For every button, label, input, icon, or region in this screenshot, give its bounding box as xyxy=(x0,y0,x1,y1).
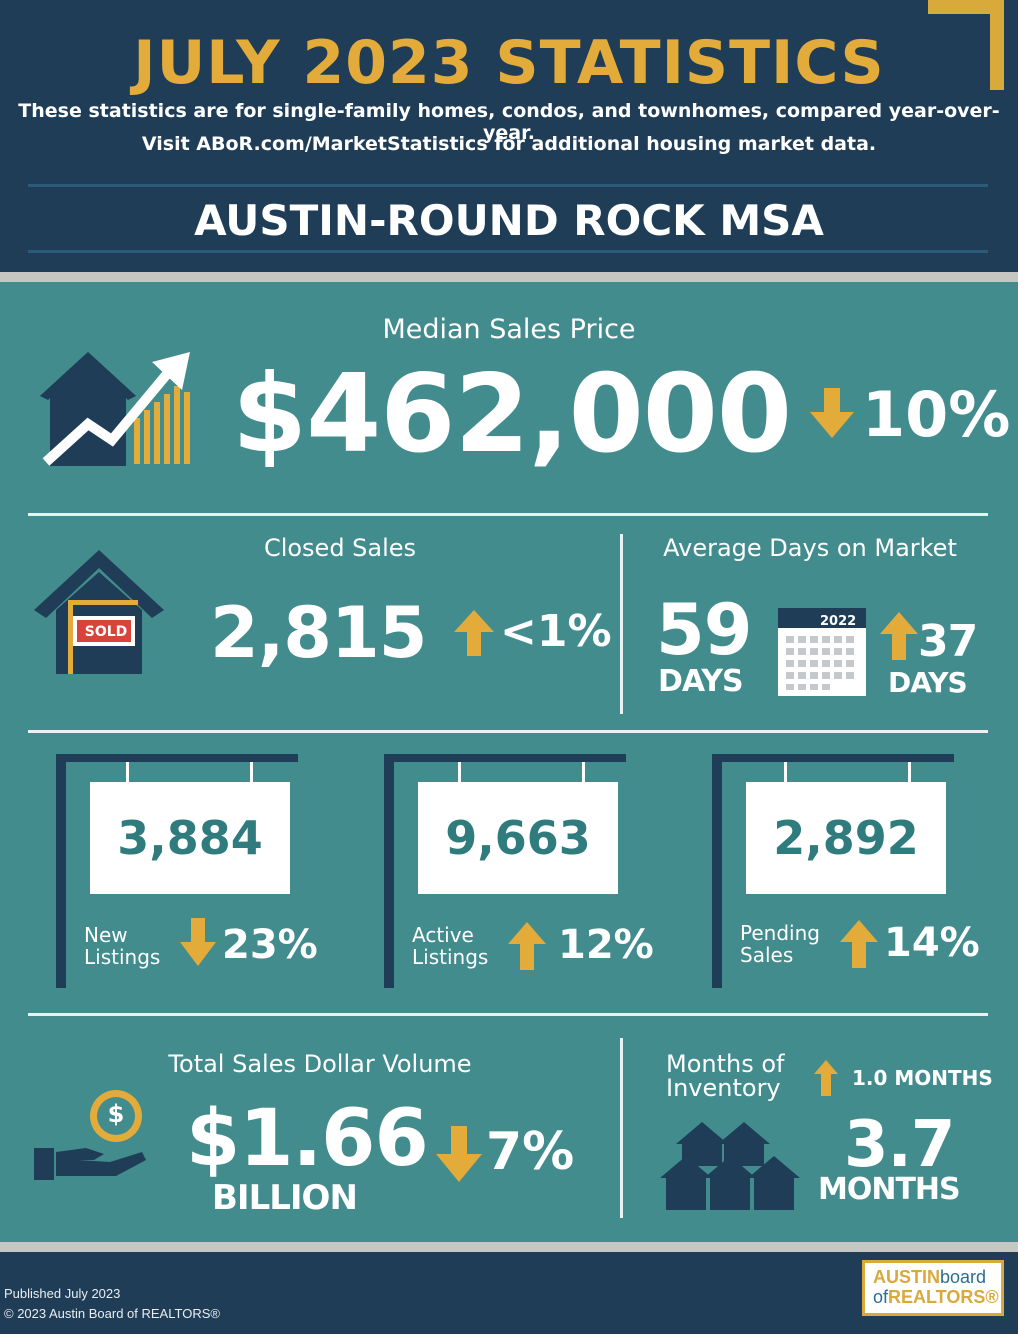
volume-label: Total Sales Dollar Volume xyxy=(168,1050,472,1078)
gray-band-top xyxy=(0,272,1018,282)
active-listings-label-2: Listings xyxy=(412,945,489,969)
sign-post xyxy=(712,754,722,988)
arrow-down-icon xyxy=(810,388,854,438)
arrow-up-icon xyxy=(454,610,494,656)
active-listings-label-1: Active xyxy=(412,923,474,947)
calendar-icon xyxy=(778,608,866,696)
pending-sales-value: 2,892 xyxy=(746,782,946,894)
closed-sales-change: <1% xyxy=(500,606,612,657)
logo-text-of: of xyxy=(873,1287,889,1307)
median-price-label: Median Sales Price xyxy=(382,314,636,345)
arrow-up-icon xyxy=(840,920,878,968)
new-listings-value: 3,884 xyxy=(90,782,290,894)
days-on-market-change-unit: DAYS xyxy=(888,666,968,699)
pending-sales-change: 14% xyxy=(884,920,980,966)
median-price-value: $462,000 xyxy=(232,352,792,477)
vertical-divider-2 xyxy=(620,1038,623,1218)
active-listings-value: 9,663 xyxy=(418,782,618,894)
days-on-market-change: 37 xyxy=(918,616,978,667)
abor-logo: AUSTINboard ofREALTORS® xyxy=(862,1260,1004,1316)
sign-post xyxy=(56,754,66,988)
sign-rope xyxy=(908,762,911,782)
volume-change: 7% xyxy=(486,1122,575,1182)
subtitle-line-1: These statistics are for single-family h… xyxy=(18,100,1000,144)
days-on-market-unit: DAYS xyxy=(658,664,744,699)
sign-rope xyxy=(126,762,129,782)
logo-text-austin: AUSTIN xyxy=(873,1267,940,1287)
published-date: Published July 2023 xyxy=(4,1286,121,1301)
sold-house-icon xyxy=(34,550,164,674)
sold-sign-text: SOLD xyxy=(84,624,128,640)
sign-rope xyxy=(250,762,253,782)
sign-rope xyxy=(784,762,787,782)
region-title: AUSTIN-ROUND ROCK MSA xyxy=(194,196,824,245)
sign-post xyxy=(384,754,394,988)
pending-sales-label-1: Pending xyxy=(740,921,820,945)
inventory-label-2: Inventory xyxy=(666,1074,781,1102)
sign-arm xyxy=(712,754,954,762)
sign-arm xyxy=(56,754,298,762)
days-on-market-value: 59 xyxy=(656,589,752,671)
closed-sales-label: Closed Sales xyxy=(263,534,417,562)
calendar-year: 2022 xyxy=(820,614,857,629)
subtitle-line-2: Visit ABoR.com/MarketStatistics for addi… xyxy=(141,133,877,155)
closed-sales-value: 2,815 xyxy=(210,592,427,674)
house-growth-icon xyxy=(40,352,190,466)
inventory-change: 1.0 MONTHS xyxy=(852,1066,993,1090)
arrow-up-icon xyxy=(508,922,546,970)
new-listings-label-1: New xyxy=(84,923,128,947)
logo-text-realtors: REALTORS® xyxy=(888,1287,999,1307)
sign-rope xyxy=(458,762,461,782)
inventory-unit: MONTHS xyxy=(818,1172,961,1207)
sign-rope xyxy=(582,762,585,782)
divider-1 xyxy=(28,513,988,516)
header-rule-bottom xyxy=(28,250,988,253)
vertical-divider-1 xyxy=(620,534,623,714)
volume-value: $1.66 xyxy=(186,1094,429,1184)
gray-band-bottom xyxy=(0,1242,1018,1252)
sign-arm xyxy=(384,754,626,762)
days-on-market-label: Average Days on Market xyxy=(663,534,957,562)
copyright: © 2023 Austin Board of REALTORS® xyxy=(4,1306,220,1321)
arrow-down-icon xyxy=(180,918,216,966)
active-listings-change: 12% xyxy=(558,922,654,968)
houses-icon xyxy=(660,1122,800,1210)
inventory-label-1: Months of xyxy=(666,1050,785,1078)
money-hand-icon xyxy=(34,1090,146,1180)
divider-3 xyxy=(28,1013,988,1016)
pending-sales-label-2: Sales xyxy=(740,943,794,967)
header-rule-top xyxy=(28,184,988,187)
header xyxy=(0,0,1018,272)
new-listings-label-2: Listings xyxy=(84,945,161,969)
page-title: JULY 2023 STATISTICS xyxy=(133,28,885,98)
arrow-up-icon xyxy=(814,1060,838,1096)
footer xyxy=(0,1252,1018,1334)
inventory-value: 3.7 xyxy=(844,1108,955,1182)
arrow-down-icon xyxy=(436,1126,482,1182)
new-listings-change: 23% xyxy=(222,922,318,968)
volume-unit: BILLION xyxy=(212,1178,358,1218)
arrow-up-icon xyxy=(880,612,918,660)
logo-text-board: board xyxy=(940,1267,987,1287)
divider-2 xyxy=(28,730,988,733)
corner-accent xyxy=(928,0,1004,90)
coin-symbol: $ xyxy=(107,1100,125,1128)
median-price-change: 10% xyxy=(862,378,1011,451)
